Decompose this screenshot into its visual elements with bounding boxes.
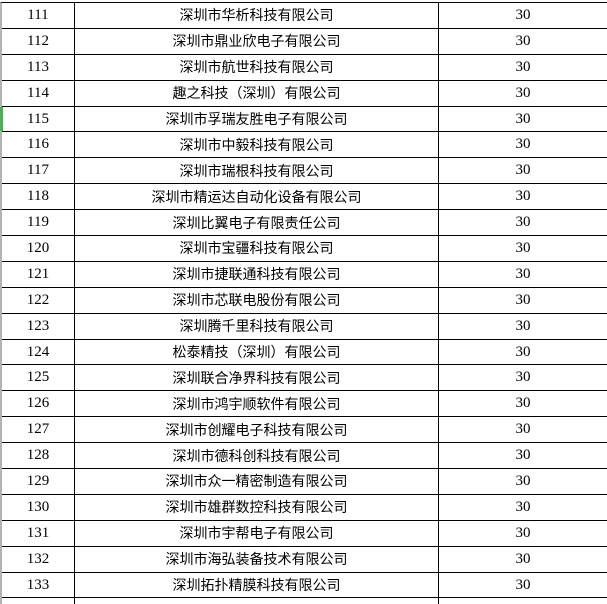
score-cell[interactable]: 30 xyxy=(515,214,531,231)
table-row: 127 深圳市创耀电子科技有限公司 30 xyxy=(2,417,607,444)
table-row: 121 深圳市捷联通科技有限公司 30 xyxy=(2,261,607,288)
score-cell[interactable]: 30 xyxy=(515,421,531,438)
score-cell[interactable]: 30 xyxy=(515,110,531,127)
score-cell[interactable]: 30 xyxy=(515,265,531,282)
row-number-cell[interactable]: 124 xyxy=(2,339,75,365)
table-row: 131 深圳市宇帮电子有限公司 30 xyxy=(2,520,607,547)
company-name-cell[interactable]: 松泰精技（深圳）有限公司 xyxy=(75,339,439,365)
row-number-cell[interactable]: 121 xyxy=(2,261,75,287)
row-number-cell[interactable]: 122 xyxy=(2,287,75,313)
company-name-cell[interactable]: 深圳市众一精密制造有限公司 xyxy=(75,469,439,494)
company-name-cell[interactable]: 深圳市孚瑞友胜电子有限公司 xyxy=(75,106,439,132)
table-row: 114 趣之科技（深圳）有限公司 30 xyxy=(2,80,607,107)
table-row: 123 深圳腾千里科技有限公司 30 xyxy=(2,313,607,340)
score-cell[interactable]: 30 xyxy=(515,84,531,101)
table-body: 111 深圳市华析科技有限公司 30 112 深圳市鼎业欣电子有限公司 30 1… xyxy=(0,3,607,599)
company-name-cell[interactable]: 深圳市华析科技有限公司 xyxy=(75,3,439,28)
company-name-cell[interactable]: 深圳市航世科技有限公司 xyxy=(75,54,439,80)
row-number-cell[interactable]: 113 xyxy=(2,54,75,80)
score-cell[interactable]: 30 xyxy=(515,498,531,515)
score-cell[interactable]: 30 xyxy=(515,447,531,464)
table-row: 116 深圳市中毅科技有限公司 30 xyxy=(2,132,607,159)
table-row: 112 深圳市鼎业欣电子有限公司 30 xyxy=(2,28,607,55)
company-name-cell[interactable]: 深圳联合净界科技有限公司 xyxy=(75,365,439,391)
score-cell[interactable]: 30 xyxy=(515,369,531,386)
score-cell[interactable]: 30 xyxy=(515,472,531,489)
score-cell[interactable]: 30 xyxy=(515,239,531,256)
company-name-cell[interactable]: 深圳市捷联通科技有限公司 xyxy=(75,261,439,287)
row-number-cell[interactable]: 130 xyxy=(2,494,75,520)
score-cell[interactable]: 30 xyxy=(515,188,531,205)
row-number-cell[interactable]: 116 xyxy=(2,132,75,158)
company-name-cell[interactable]: 深圳比翼电子有限责任公司 xyxy=(75,210,439,236)
score-cell[interactable]: 30 xyxy=(515,524,531,541)
table-row: 125 深圳联合净界科技有限公司 30 xyxy=(2,365,607,392)
row-number-cell[interactable]: 123 xyxy=(2,313,75,339)
table-row: 115 深圳市孚瑞友胜电子有限公司 30 xyxy=(0,106,607,133)
company-name-cell[interactable]: 深圳市宝疆科技有限公司 xyxy=(75,236,439,261)
row-number-cell[interactable]: 132 xyxy=(2,546,75,572)
row-number-cell[interactable]: 112 xyxy=(2,28,75,54)
row-number-cell[interactable] xyxy=(2,598,75,604)
company-name-cell[interactable]: 深圳拓扑精膜科技有限公司 xyxy=(75,572,439,598)
score-cell[interactable]: 30 xyxy=(515,136,531,153)
table-row: 119 深圳比翼电子有限责任公司 30 xyxy=(2,210,607,237)
row-number-cell[interactable]: 118 xyxy=(2,184,75,210)
company-name-cell[interactable]: 趣之科技（深圳）有限公司 xyxy=(75,80,439,106)
score-cell[interactable]: 30 xyxy=(515,6,531,23)
score-cell[interactable]: 30 xyxy=(515,550,531,567)
table-row: 130 深圳市雄群数控科技有限公司 30 xyxy=(2,494,607,521)
company-name-cell[interactable]: 深圳市雄群数控科技有限公司 xyxy=(75,494,439,520)
row-number-cell[interactable]: 125 xyxy=(2,365,75,391)
score-cell[interactable]: 30 xyxy=(515,576,531,593)
company-name-cell[interactable]: 深圳市鼎业欣电子有限公司 xyxy=(75,28,439,54)
row-number-cell[interactable]: 131 xyxy=(2,520,75,546)
row-number-cell[interactable]: 133 xyxy=(2,572,75,598)
company-name-cell[interactable]: 深圳市芯联电股份有限公司 xyxy=(75,287,439,313)
table-row: 133 深圳拓扑精膜科技有限公司 30 xyxy=(2,572,607,599)
row-number-cell[interactable]: 127 xyxy=(2,417,75,443)
score-cell[interactable] xyxy=(439,598,607,604)
score-cell[interactable]: 30 xyxy=(515,58,531,75)
company-name-cell[interactable]: 深圳市精运达自动化设备有限公司 xyxy=(75,184,439,210)
row-number-cell[interactable]: 117 xyxy=(2,158,75,184)
row-number-cell[interactable]: 126 xyxy=(2,391,75,417)
score-cell[interactable]: 30 xyxy=(515,291,531,308)
table-row: 120 深圳市宝疆科技有限公司 30 xyxy=(2,236,607,262)
row-number-cell[interactable]: 111 xyxy=(2,3,75,28)
table-row: 122 深圳市芯联电股份有限公司 30 xyxy=(2,287,607,314)
table-row: 117 深圳市瑞根科技有限公司 30 xyxy=(2,158,607,185)
table-row: 124 松泰精技（深圳）有限公司 30 xyxy=(2,339,607,366)
table-row: 111 深圳市华析科技有限公司 30 xyxy=(2,3,607,29)
score-cell[interactable]: 30 xyxy=(515,317,531,334)
row-number-cell[interactable]: 114 xyxy=(2,80,75,106)
company-name-cell[interactable]: 深圳市德科创科技有限公司 xyxy=(75,443,439,469)
row-number-cell[interactable]: 129 xyxy=(2,469,75,494)
company-name-cell[interactable]: 深圳市瑞根科技有限公司 xyxy=(75,158,439,184)
row-number-cell[interactable]: 128 xyxy=(2,443,75,469)
table-row: 113 深圳市航世科技有限公司 30 xyxy=(2,54,607,81)
score-cell[interactable]: 30 xyxy=(515,162,531,179)
score-cell[interactable]: 30 xyxy=(515,343,531,360)
table-row-partial xyxy=(2,598,607,604)
row-number-cell[interactable]: 115 xyxy=(2,106,75,132)
table-row: 132 深圳市海弘装备技术有限公司 30 xyxy=(2,546,607,573)
company-name-cell[interactable]: 深圳市海弘装备技术有限公司 xyxy=(75,546,439,572)
table-row: 128 深圳市德科创科技有限公司 30 xyxy=(2,443,607,470)
company-name-cell[interactable] xyxy=(75,598,439,604)
company-name-cell[interactable]: 深圳市鸿宇顺软件有限公司 xyxy=(75,391,439,417)
score-cell[interactable]: 30 xyxy=(515,395,531,412)
table-row: 126 深圳市鸿宇顺软件有限公司 30 xyxy=(2,391,607,418)
company-name-cell[interactable]: 深圳市创耀电子科技有限公司 xyxy=(75,417,439,443)
table-row: 129 深圳市众一精密制造有限公司 30 xyxy=(2,469,607,495)
company-name-cell[interactable]: 深圳市中毅科技有限公司 xyxy=(75,132,439,158)
company-name-cell[interactable]: 深圳腾千里科技有限公司 xyxy=(75,313,439,339)
row-highlight-marker xyxy=(0,106,3,132)
table-row: 118 深圳市精运达自动化设备有限公司 30 xyxy=(2,184,607,211)
row-number-cell[interactable]: 119 xyxy=(2,210,75,236)
row-number-cell[interactable]: 120 xyxy=(2,236,75,261)
score-cell[interactable]: 30 xyxy=(515,32,531,49)
company-name-cell[interactable]: 深圳市宇帮电子有限公司 xyxy=(75,520,439,546)
